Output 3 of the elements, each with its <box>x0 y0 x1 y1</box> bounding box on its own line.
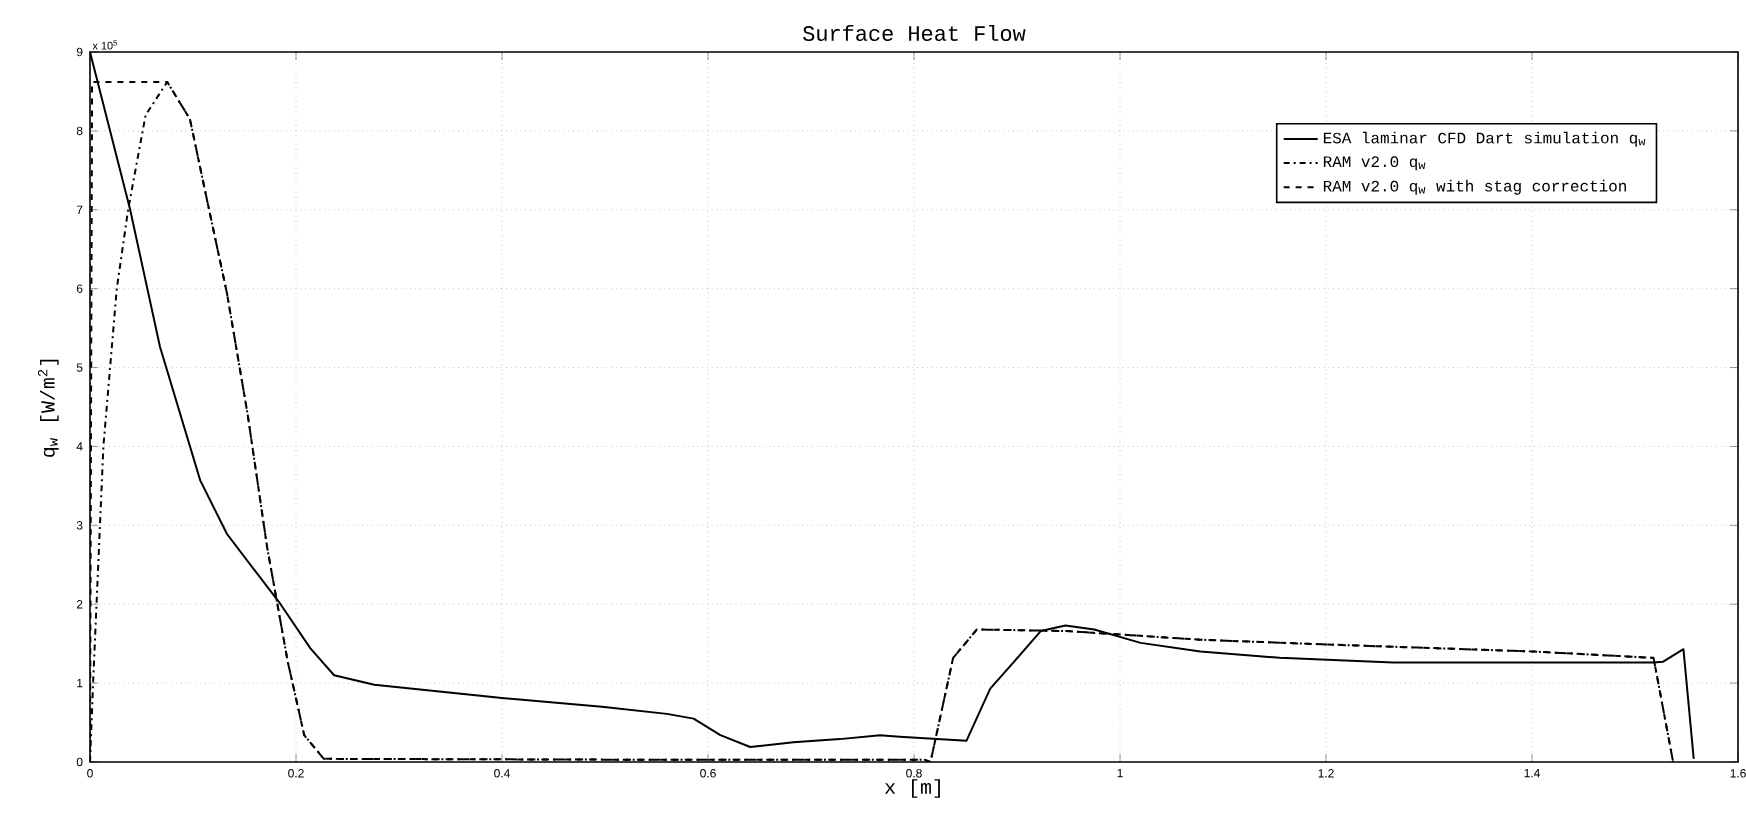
chart-title: Surface Heat Flow <box>803 24 1026 41</box>
x-axis-title: x [m] <box>885 779 940 798</box>
text: q$_{w}$ [W/m$^{2}$] <box>37 359 59 457</box>
